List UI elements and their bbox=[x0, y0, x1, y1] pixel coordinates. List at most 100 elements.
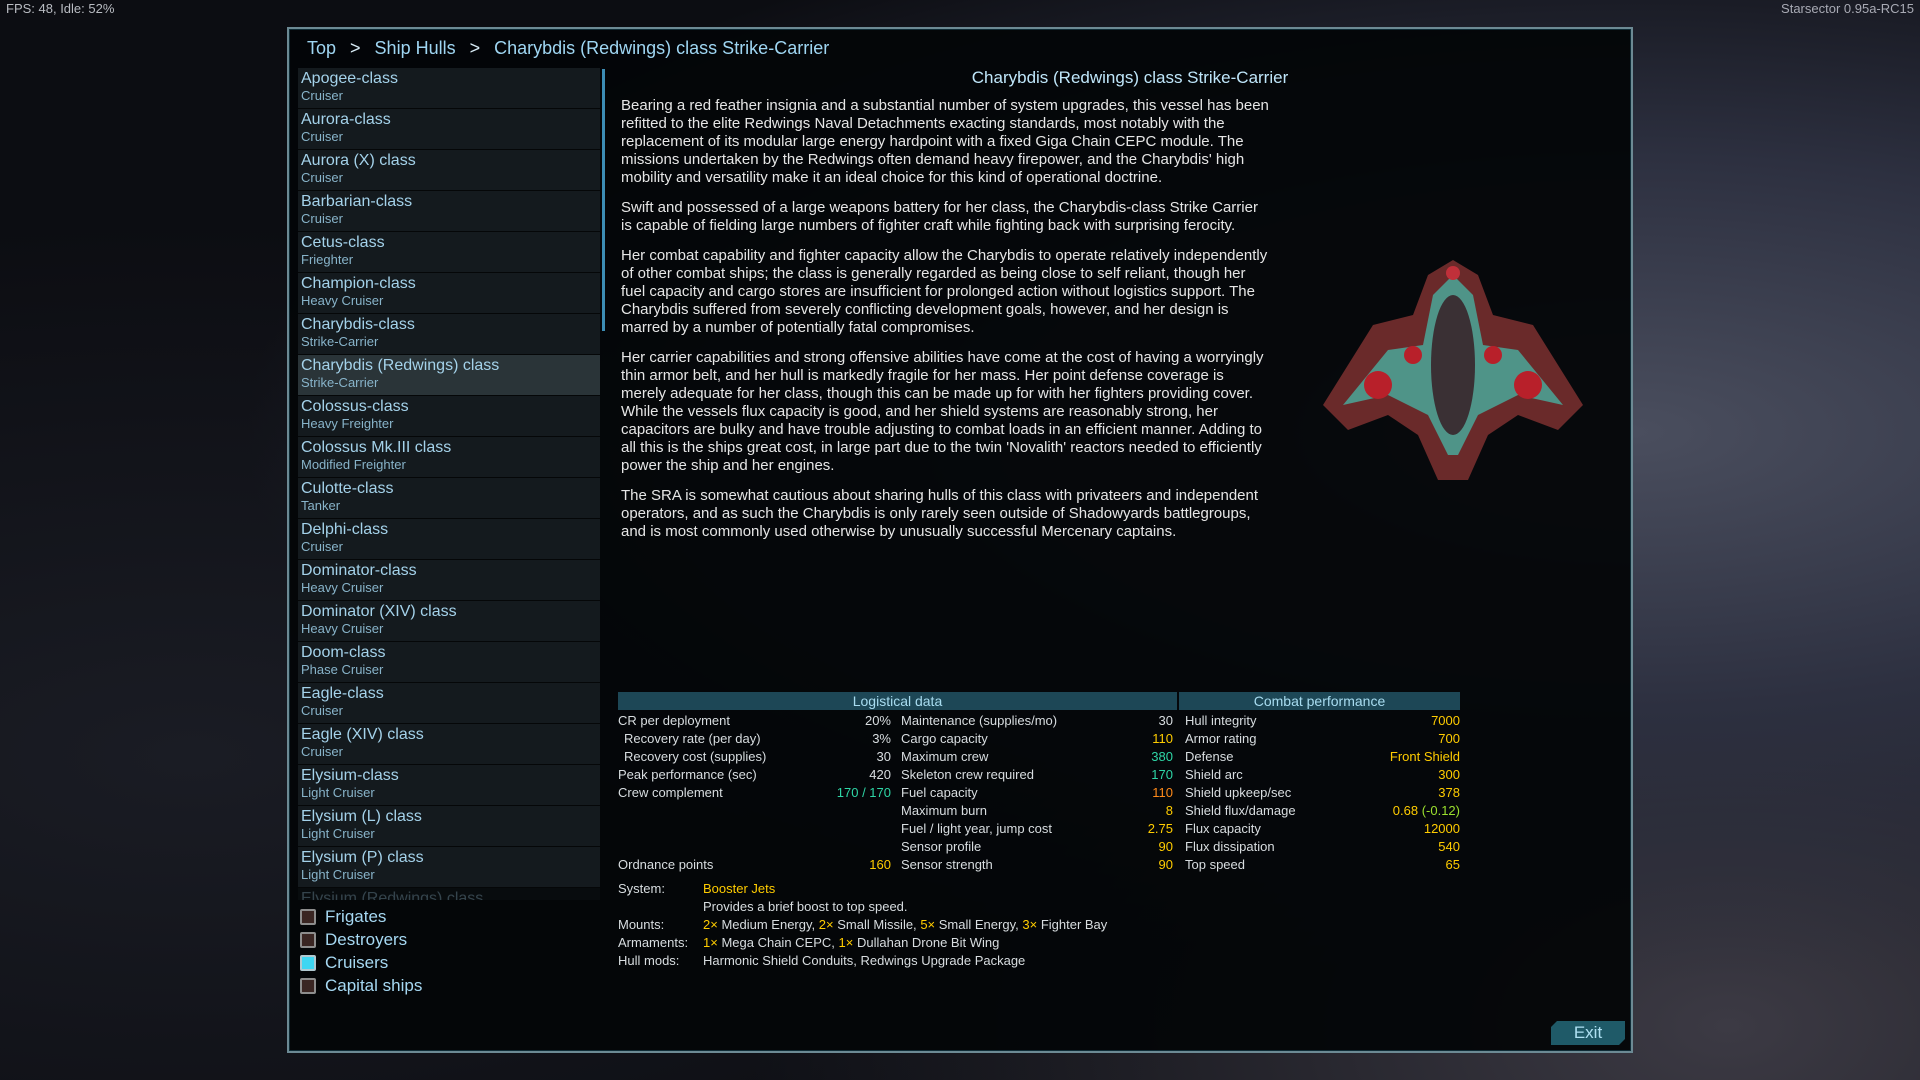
stat-value: 0.68 bbox=[1392, 803, 1419, 818]
ship-name: Charybdis (Redwings) class bbox=[301, 357, 500, 374]
stat-label: Sensor profile bbox=[901, 839, 982, 854]
mounts-count: 2× bbox=[818, 917, 834, 932]
ship-list-item[interactable]: Eagle (XIV) class Cruiser bbox=[298, 724, 600, 765]
exit-button[interactable]: Exit bbox=[1551, 1021, 1625, 1045]
stat-value: 7000 bbox=[1431, 713, 1460, 728]
ship-list-item[interactable]: Dominator (XIV) class Heavy Cruiser bbox=[298, 601, 600, 642]
ship-list-item[interactable]: Elysium-class Light Cruiser bbox=[298, 765, 600, 806]
ship-list-item[interactable]: Barbarian-class Cruiser bbox=[298, 191, 600, 232]
ship-name: Eagle-class bbox=[301, 685, 384, 702]
stat-value: 170 bbox=[1151, 767, 1173, 782]
stat-row: Top speed 65 bbox=[1185, 856, 1460, 874]
ship-list-item[interactable]: Aurora-class Cruiser bbox=[298, 109, 600, 150]
checkbox-icon[interactable] bbox=[300, 955, 316, 971]
ship-list[interactable]: Apogee-class Cruiser Aurora-class Cruiser Au… bbox=[298, 68, 604, 900]
stat-label: Peak performance (sec) bbox=[618, 767, 757, 782]
filter-destroyers[interactable]: Destroyers bbox=[300, 930, 407, 950]
ship-list-scrollbar[interactable] bbox=[602, 69, 605, 331]
stat-value: 20% bbox=[864, 713, 891, 728]
checkbox-icon[interactable] bbox=[300, 978, 316, 994]
stat-label: Recovery cost (supplies) bbox=[624, 749, 767, 764]
ship-class: Tanker bbox=[301, 498, 341, 513]
stat-label: Hull integrity bbox=[1185, 713, 1257, 728]
ship-name: Dominator-class bbox=[301, 562, 417, 579]
stat-label: Maximum burn bbox=[901, 803, 987, 818]
ship-list-item[interactable]: Delphi-class Cruiser bbox=[298, 519, 600, 560]
ship-list-item[interactable]: Culotte-class Tanker bbox=[298, 478, 600, 519]
description-paragraph: The SRA is somewhat cautious about shari… bbox=[621, 487, 1259, 540]
ship-list-item[interactable]: Doom-class Phase Cruiser bbox=[298, 642, 600, 683]
ship-list-item[interactable]: Eagle-class Cruiser bbox=[298, 683, 600, 724]
ship-class: Cruiser bbox=[301, 129, 343, 144]
stat-value: 540 bbox=[1438, 839, 1460, 854]
ship-name: Aurora (X) class bbox=[301, 152, 416, 169]
hullmods-value: Harmonic Shield Conduits, Redwings Upgra… bbox=[703, 953, 1026, 968]
breadcrumb-current[interactable]: Charybdis (Redwings) class Strike-Carrie… bbox=[494, 38, 830, 58]
description-paragraph: Her carrier capabilities and strong offe… bbox=[621, 349, 1264, 474]
stat-row: Shield arc 300 bbox=[1185, 766, 1460, 784]
stat-label: Fuel / light year, jump cost bbox=[901, 821, 1053, 836]
filter-frigates[interactable]: Frigates bbox=[300, 907, 386, 927]
stat-row: Shield flux/damage 0.68 (-0.12) bbox=[1185, 802, 1460, 820]
ship-description: Bearing a red feather insignia and a sub… bbox=[621, 97, 1271, 553]
checkbox-icon[interactable] bbox=[300, 909, 316, 925]
stat-value: 30 bbox=[1158, 713, 1173, 728]
filter-label: Capital ships bbox=[325, 976, 423, 995]
ship-list-item[interactable]: Cetus-class Frieghter bbox=[298, 232, 600, 273]
system-label: System: bbox=[618, 881, 665, 896]
stat-row: Sensor profile 90 bbox=[901, 838, 1173, 856]
ship-class: Light Cruiser bbox=[301, 867, 375, 882]
ship-list-item[interactable]: Colossus Mk.III class Modified Freighter bbox=[298, 437, 600, 478]
ship-name: Dominator (XIV) class bbox=[301, 603, 457, 620]
ship-name: Elysium (Redwings) class bbox=[301, 890, 484, 900]
breadcrumb-top[interactable]: Top bbox=[307, 38, 337, 58]
ship-list-item[interactable]: Charybdis-class Strike-Carrier bbox=[298, 314, 600, 355]
stat-row: Hull integrity 7000 bbox=[1185, 712, 1460, 730]
system-name: Booster Jets bbox=[703, 881, 776, 896]
ship-name: Elysium (P) class bbox=[301, 849, 424, 866]
ship-name: Doom-class bbox=[301, 644, 386, 661]
ship-class: Heavy Cruiser bbox=[301, 580, 384, 595]
stat-label: Shield upkeep/sec bbox=[1185, 785, 1292, 800]
ship-sprite bbox=[1323, 260, 1583, 480]
ship-class: Strike-Carrier bbox=[301, 375, 379, 390]
ship-class: Light Cruiser bbox=[301, 826, 375, 841]
stat-label: Top speed bbox=[1185, 857, 1245, 872]
stat-label: Flux capacity bbox=[1185, 821, 1261, 836]
ship-list-item[interactable]: Dominator-class Heavy Cruiser bbox=[298, 560, 600, 601]
stat-label: Shield flux/damage bbox=[1185, 803, 1296, 818]
filter-cruisers[interactable]: Cruisers bbox=[300, 953, 388, 973]
stat-label: Skeleton crew required bbox=[901, 767, 1034, 782]
system-description: Provides a brief boost to top speed. bbox=[703, 899, 908, 914]
ship-list-item[interactable]: Elysium (Redwings) class bbox=[298, 888, 600, 900]
ship-list-item[interactable]: Aurora (X) class Cruiser bbox=[298, 150, 600, 191]
ship-list-item[interactable]: Charybdis (Redwings) class Strike-Carrier bbox=[298, 355, 600, 396]
stat-value: 170 / 170 bbox=[836, 785, 891, 800]
checkbox-icon[interactable] bbox=[300, 932, 316, 948]
stat-value: 65 bbox=[1445, 857, 1460, 872]
hullmods-row: Hull mods: Harmonic Shield Conduits, Redw… bbox=[618, 952, 1025, 970]
ship-class: Heavy Cruiser bbox=[301, 621, 384, 636]
ship-name: Colossus Mk.III class bbox=[301, 439, 452, 456]
stat-label: Flux dissipation bbox=[1185, 839, 1275, 854]
ship-list-item[interactable]: Elysium (L) class Light Cruiser bbox=[298, 806, 600, 847]
ship-list-item[interactable]: Colossus-class Heavy Freighter bbox=[298, 396, 600, 437]
ship-list-item[interactable]: Champion-class Heavy Cruiser bbox=[298, 273, 600, 314]
ship-list-item[interactable]: Elysium (P) class Light Cruiser bbox=[298, 847, 600, 888]
stat-row: Shield upkeep/sec 378 bbox=[1185, 784, 1460, 802]
stat-value: 2.75 bbox=[1147, 821, 1173, 836]
stat-row: Flux dissipation 540 bbox=[1185, 838, 1460, 856]
ship-class: Light Cruiser bbox=[301, 785, 375, 800]
stat-value: 8 bbox=[1165, 803, 1173, 818]
filter-label: Destroyers bbox=[325, 930, 408, 949]
ship-class: Strike-Carrier bbox=[301, 334, 379, 349]
ship-class: Heavy Cruiser bbox=[301, 293, 384, 308]
ship-name: Cetus-class bbox=[301, 234, 385, 251]
ship-name: Charybdis-class bbox=[301, 316, 415, 333]
breadcrumb-ship-hulls[interactable]: Ship Hulls bbox=[374, 38, 456, 58]
ship-name: Colossus-class bbox=[301, 398, 409, 415]
filter-capital-ships[interactable]: Capital ships bbox=[300, 976, 422, 996]
ship-list-item[interactable]: Apogee-class Cruiser bbox=[298, 68, 600, 109]
ship-class: Cruiser bbox=[301, 744, 343, 759]
breadcrumb: Top > Ship Hulls > Charybdis (Redwings) … bbox=[307, 38, 829, 59]
